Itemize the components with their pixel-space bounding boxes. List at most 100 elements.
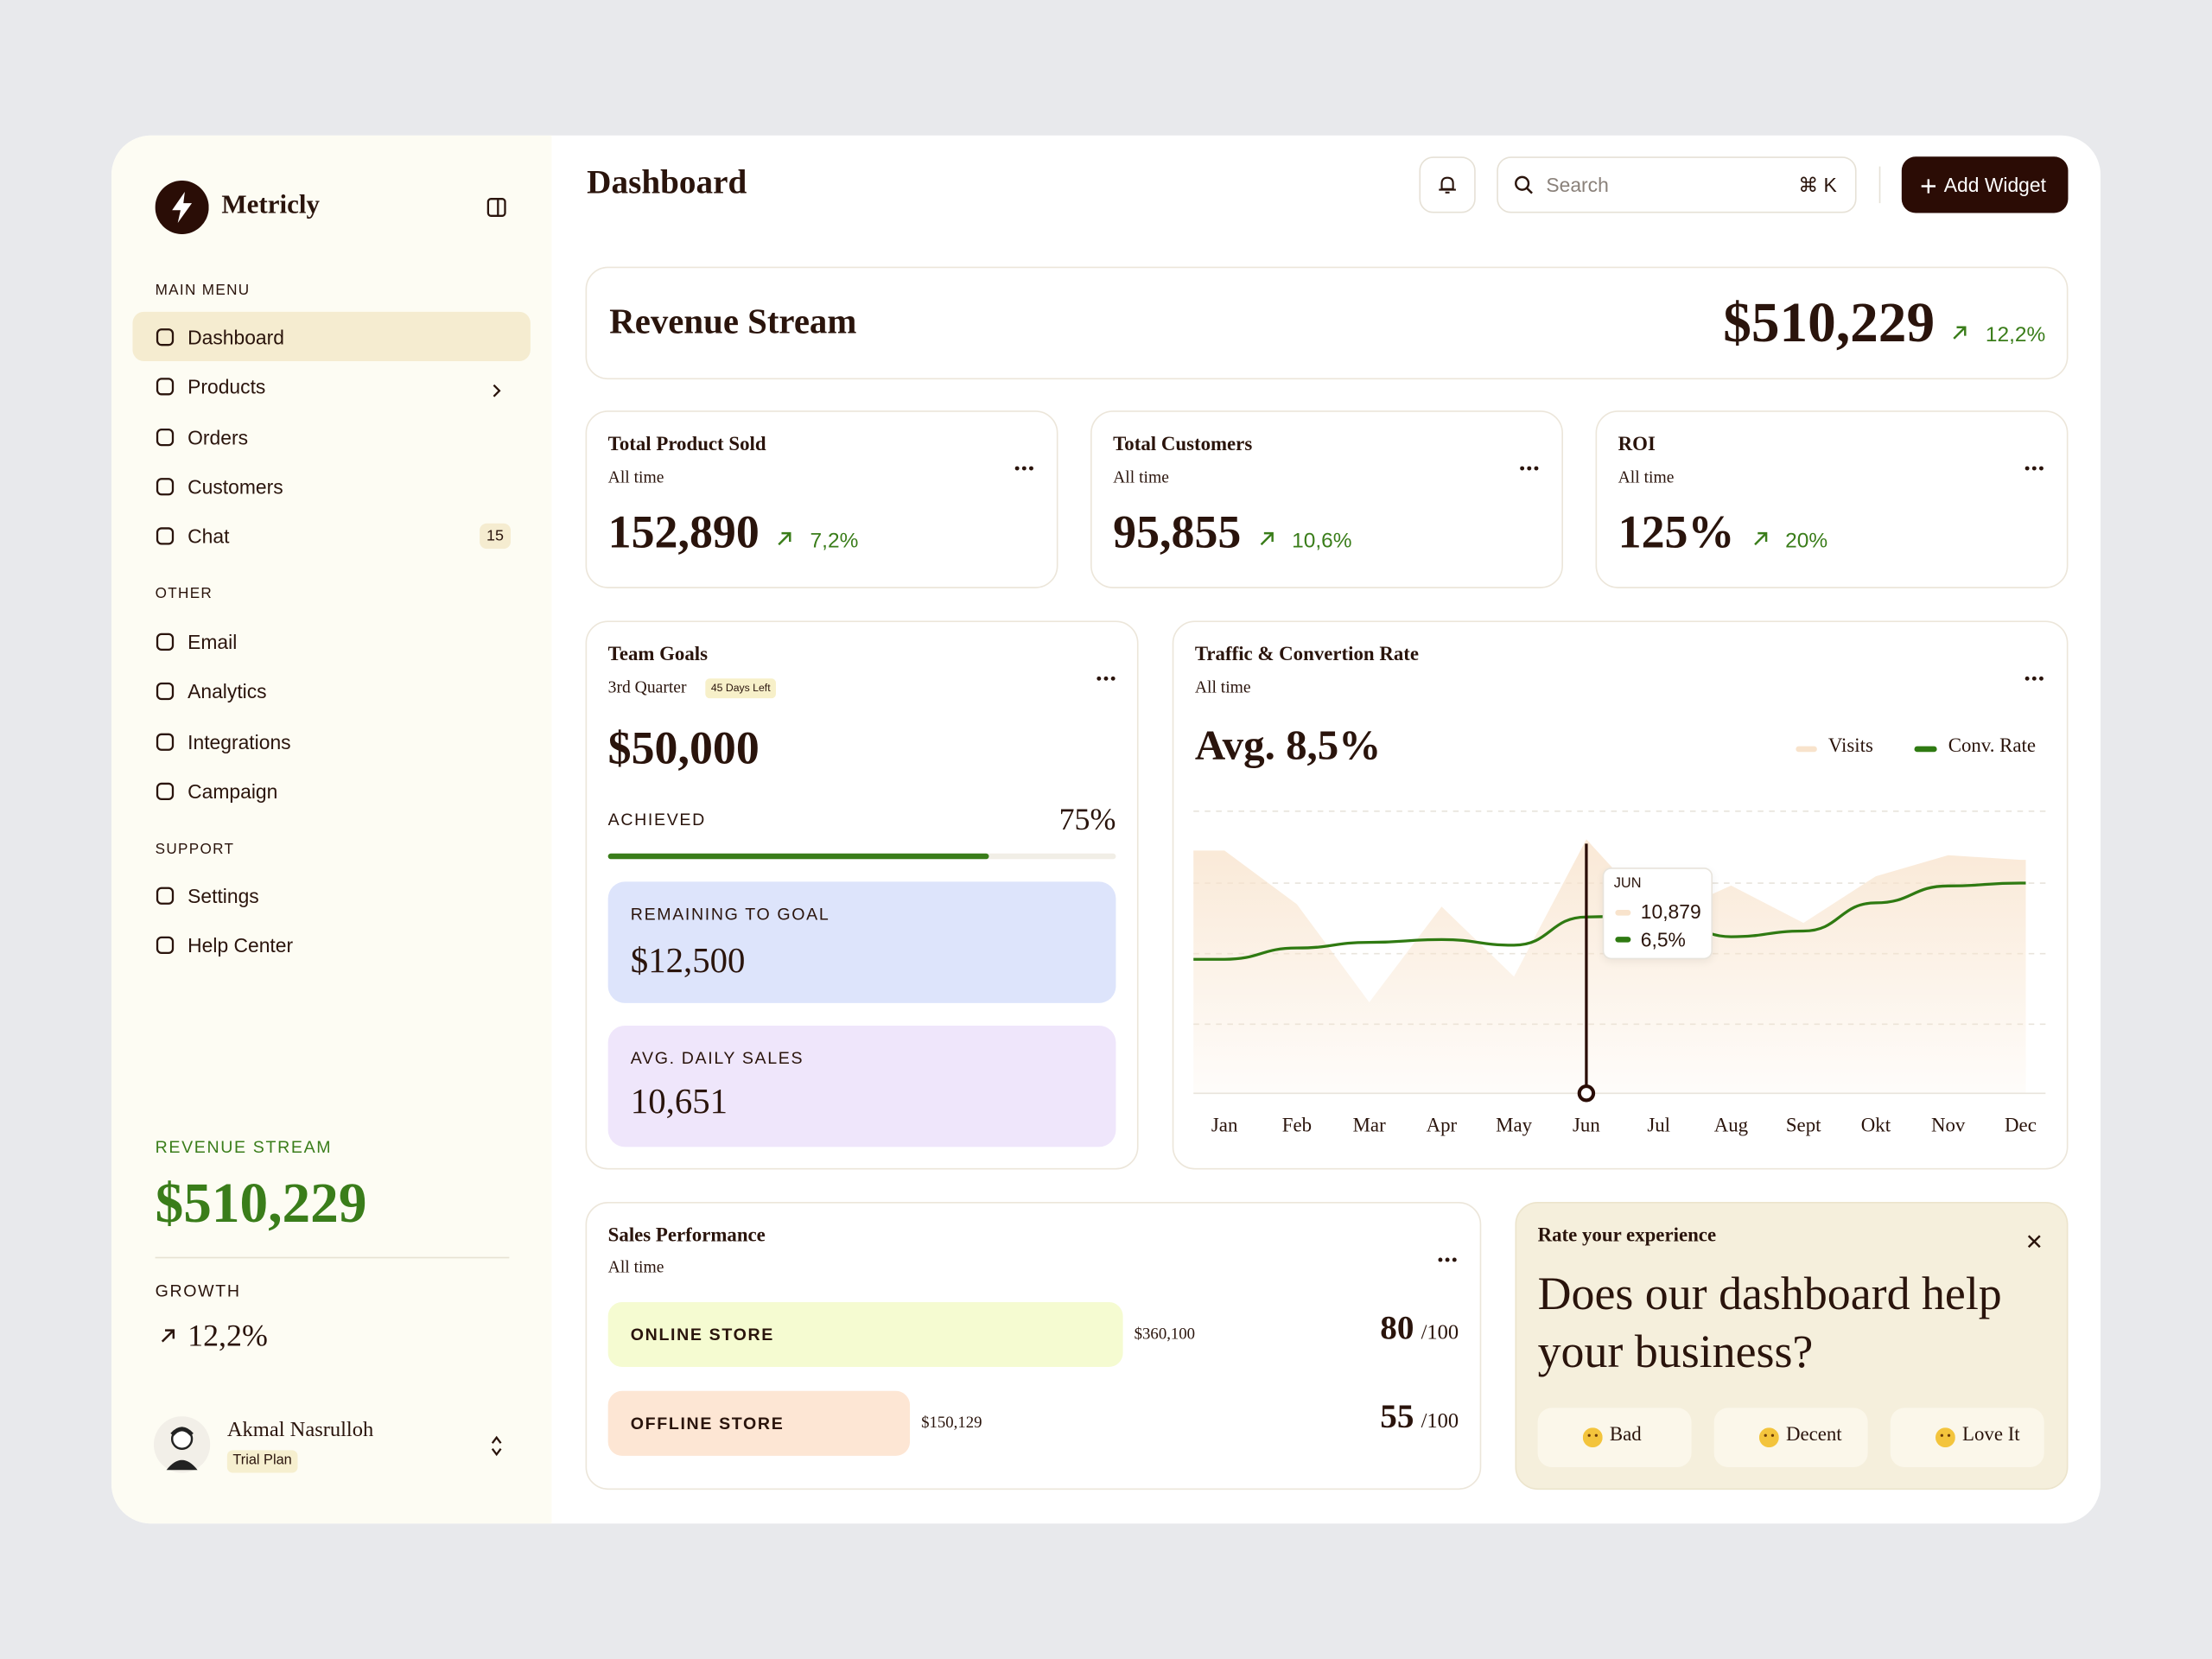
goal-value: $50,000	[607, 722, 760, 774]
store-name: OFFLINE STORE	[630, 1413, 785, 1433]
menu-icon	[156, 632, 175, 652]
menu-item[interactable]: Email	[188, 630, 238, 653]
more-button[interactable]	[2023, 455, 2045, 471]
score-row: 80/100	[1380, 1311, 1459, 1359]
menu-item[interactable]: Analytics	[188, 680, 267, 703]
menu-icon	[156, 781, 175, 801]
brand: Metricly	[221, 190, 320, 220]
legend-swatch	[1796, 746, 1817, 753]
menu-item[interactable]: Dashboard	[188, 326, 284, 349]
remaining-value: $12,500	[630, 941, 746, 980]
search-shortcut: ⌘ K	[1798, 173, 1837, 196]
add-widget-label[interactable]: Add Widget	[1943, 173, 2046, 196]
remaining-box	[607, 881, 1116, 1003]
menu-heading: OTHER	[155, 584, 213, 602]
stat-row: 95,855 10,6%	[1113, 508, 1351, 568]
stat-value: 152,890	[607, 507, 760, 559]
x-tick-label: Apr	[1426, 1116, 1458, 1137]
more-button[interactable]	[1518, 455, 1541, 471]
bell-button[interactable]	[1419, 156, 1476, 213]
stat-period: All time	[1113, 466, 1169, 486]
more-button-svg	[1438, 1257, 1457, 1262]
more-button-svg	[2024, 676, 2044, 681]
menu-icon	[156, 682, 175, 702]
revenue-card	[585, 266, 2069, 380]
rating-label[interactable]: Love It	[1962, 1424, 2020, 1446]
header-divider	[1878, 166, 1881, 204]
page-title: Dashboard	[587, 165, 747, 202]
achieved-label: ACHIEVED	[607, 809, 706, 830]
tooltip-swatch	[1615, 910, 1631, 916]
more-button-svg	[1014, 466, 1033, 471]
more-button[interactable]	[2023, 666, 2045, 681]
stat-change: 10,6%	[1292, 529, 1352, 553]
close-button[interactable]	[2027, 1230, 2041, 1249]
stat-row: 125% 20%	[1618, 508, 1828, 568]
menu-item[interactable]: Orders	[188, 425, 249, 448]
user-switch-svg	[491, 1435, 502, 1457]
menu-item[interactable]: Settings	[188, 884, 259, 907]
score-row: 55/100	[1380, 1400, 1459, 1448]
avatar-svg	[153, 1416, 211, 1473]
close-button-svg	[2027, 1235, 2041, 1249]
menu-item[interactable]: Integrations	[188, 730, 291, 753]
stat-card	[585, 410, 1058, 588]
team-goals-period: 3rd Quarter	[607, 676, 687, 696]
change-arrow	[1751, 529, 1769, 546]
more-button[interactable]	[1095, 666, 1117, 681]
rating-label[interactable]: Bad	[1609, 1424, 1642, 1446]
collapse-button[interactable]	[486, 198, 506, 218]
revenue-stream-title: Revenue Stream	[609, 302, 857, 341]
plus-icon-svg	[1921, 179, 1936, 194]
menu-active	[132, 311, 531, 361]
stat-title: Total Customers	[1113, 434, 1253, 456]
more-button[interactable]	[1013, 455, 1035, 471]
store-amount: $150,129	[921, 1414, 982, 1433]
rating-label[interactable]: Decent	[1785, 1424, 1842, 1446]
progress-fill	[607, 853, 989, 860]
menu-icon-svg	[156, 782, 175, 800]
menu-item[interactable]: Chat	[188, 524, 230, 548]
plus-icon	[1920, 176, 1937, 194]
menu-icon	[156, 427, 175, 447]
rating-button[interactable]	[1537, 1408, 1692, 1467]
stat-card	[1595, 410, 2069, 588]
menu-item[interactable]: Products	[188, 375, 266, 398]
change-arrow	[1258, 529, 1275, 546]
menu-icon-svg	[156, 477, 175, 496]
collapse-button-svg	[486, 198, 506, 217]
menu-icon	[156, 477, 175, 497]
user-switch[interactable]	[490, 1434, 504, 1457]
tooltip-value: 10,879	[1640, 899, 1701, 923]
search-icon-svg	[1515, 175, 1533, 194]
legend-label: Conv. Rate	[1948, 736, 2037, 758]
revenue-stream-change: 12,2%	[1985, 322, 2046, 347]
menu-item[interactable]: Customers	[188, 475, 283, 499]
tooltip-swatch	[1615, 937, 1631, 943]
tooltip-title: JUN	[1613, 875, 1642, 892]
emoji-svg	[1582, 1427, 1603, 1448]
search-box[interactable]	[1497, 156, 1857, 213]
more-button[interactable]	[1436, 1247, 1459, 1262]
growth-arrow-svg	[161, 1329, 175, 1343]
chat-badge: 15	[480, 523, 512, 550]
emoji-svg	[1936, 1427, 1955, 1448]
emoji	[1936, 1427, 1955, 1448]
revenue-value: $510,229	[155, 1171, 367, 1235]
x-tick-label: Jun	[1573, 1116, 1600, 1137]
menu-item[interactable]: Campaign	[188, 779, 278, 803]
legend-swatch	[1914, 746, 1937, 753]
score-value: 55	[1380, 1399, 1414, 1437]
rating-button[interactable]	[1890, 1408, 2044, 1467]
sales-period: All time	[607, 1255, 664, 1276]
stat-title: ROI	[1618, 434, 1656, 456]
user-name: Akmal Nasrulloh	[226, 1418, 374, 1441]
feedback-question: Does our dashboard help your business?	[1537, 1269, 2002, 1379]
menu-icon-svg	[156, 887, 175, 905]
x-tick-label: Nov	[1931, 1116, 1966, 1137]
emoji-svg	[1758, 1427, 1779, 1448]
rating-button[interactable]	[1713, 1408, 1868, 1467]
menu-item[interactable]: Help Center	[188, 934, 294, 957]
menu-icon	[156, 377, 175, 397]
arrow	[1260, 531, 1274, 546]
